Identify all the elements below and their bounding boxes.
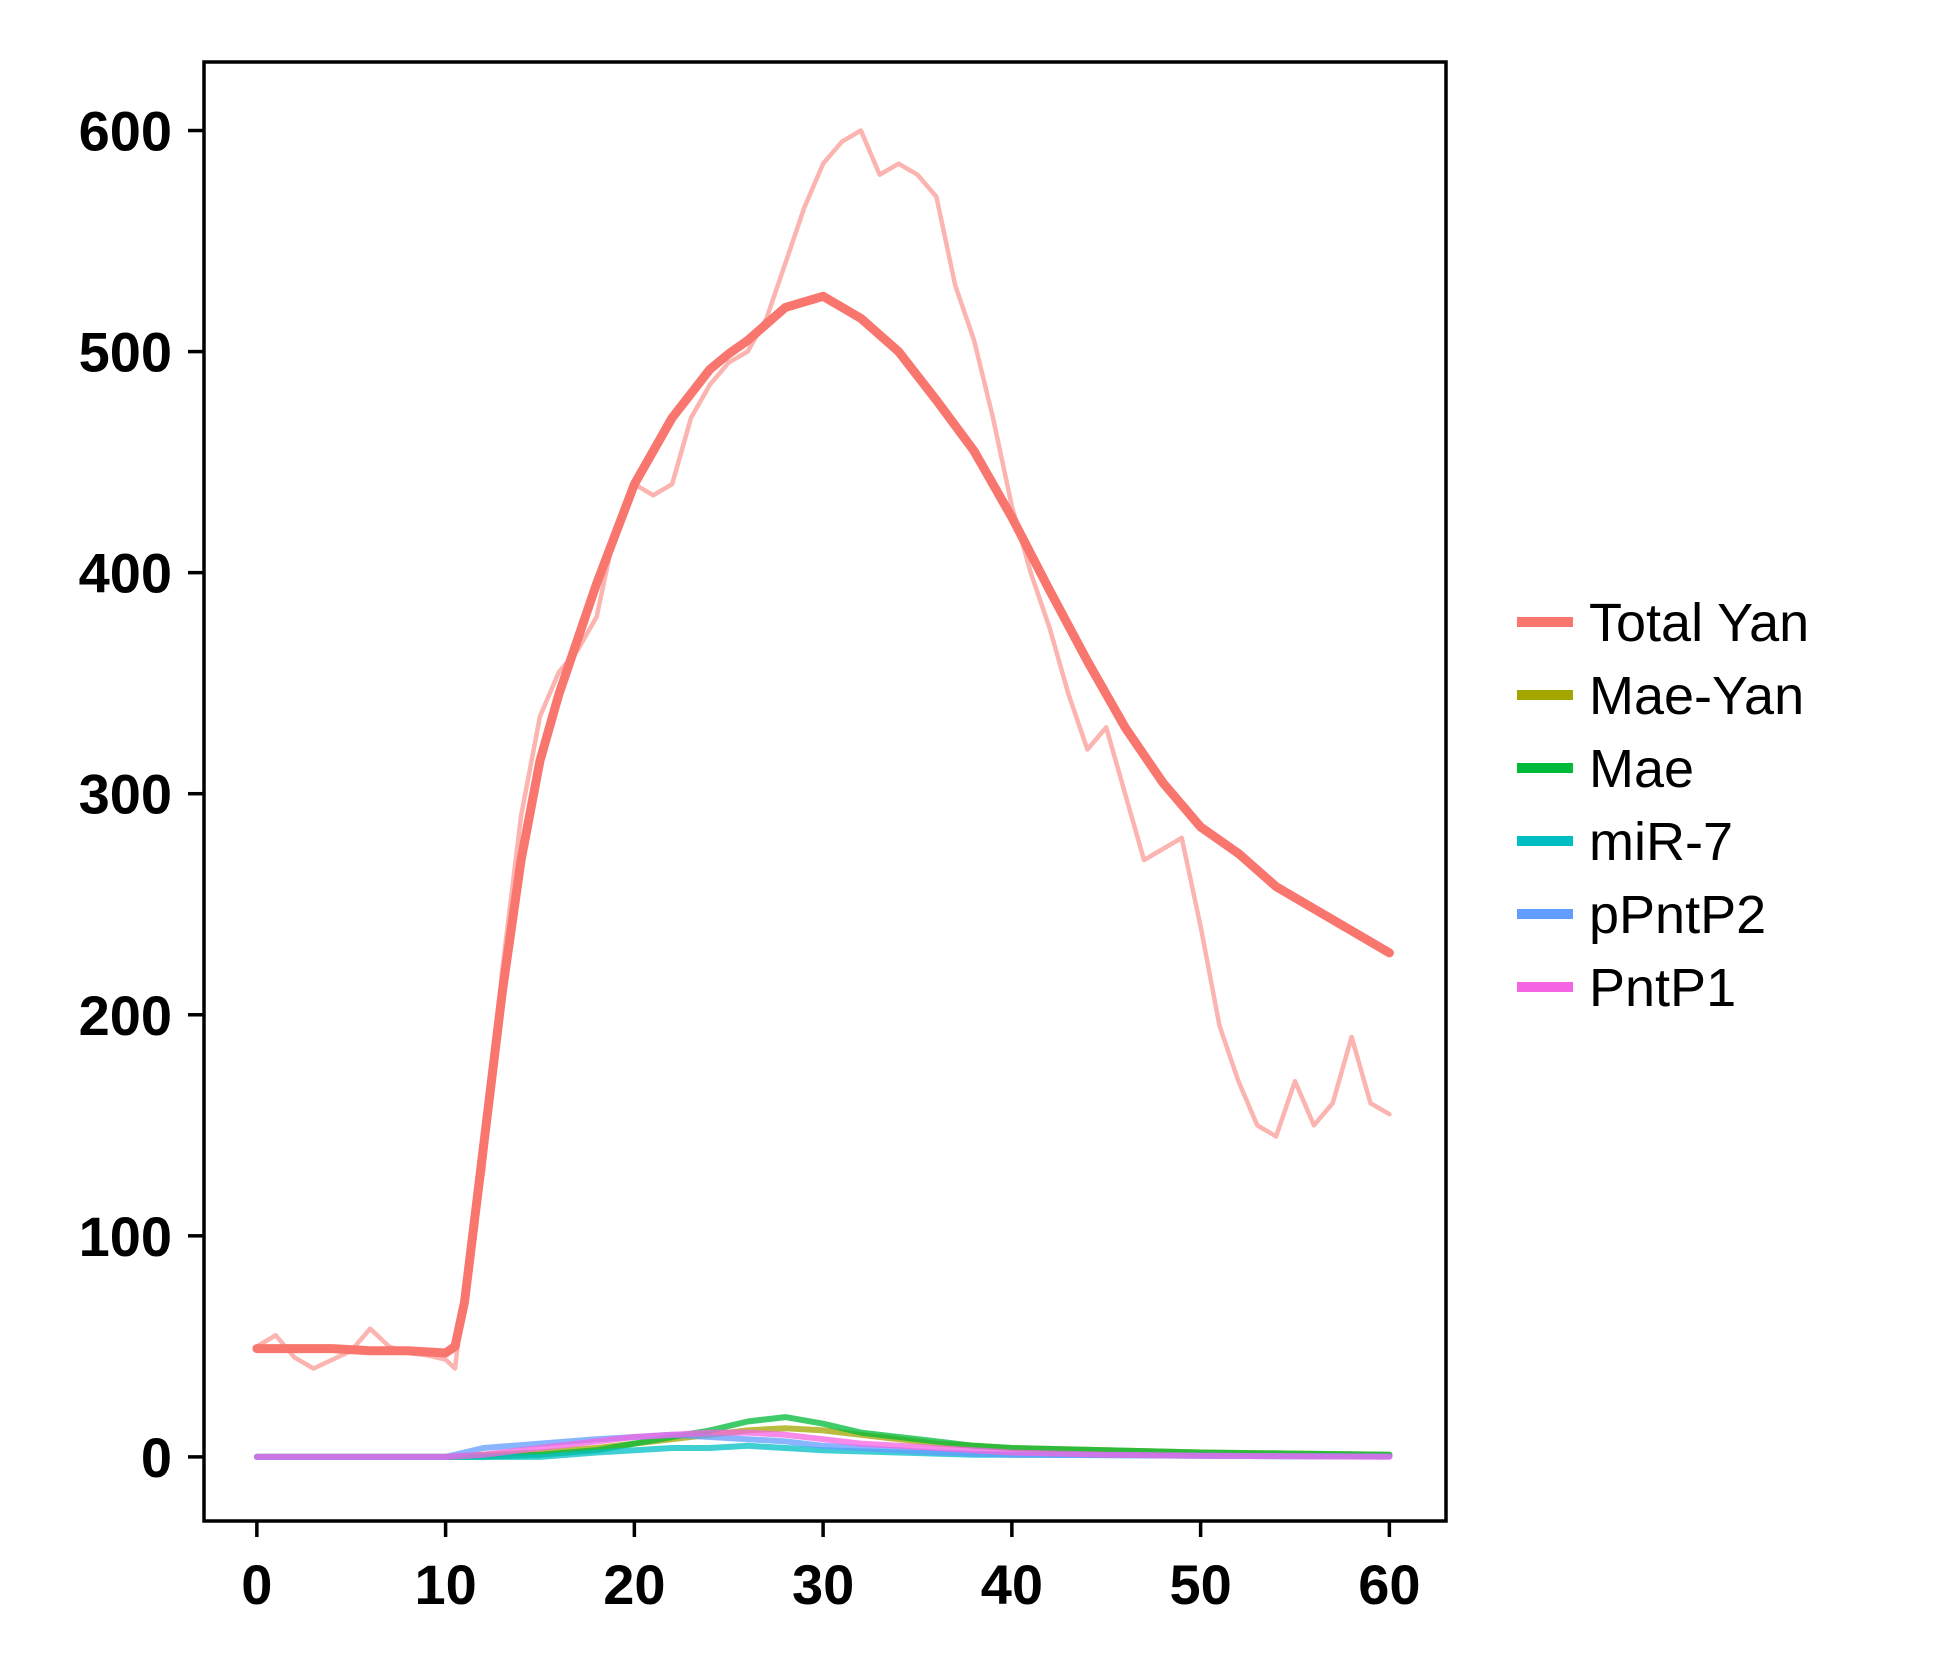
- x-tick-label: 60: [1358, 1553, 1420, 1616]
- legend-label-ppntp2: pPntP2: [1589, 885, 1766, 945]
- y-tick-label: 400: [79, 542, 172, 605]
- y-tick-label: 300: [79, 763, 172, 826]
- legend-label-mae-yan: Mae-Yan: [1589, 666, 1804, 726]
- x-tick-label: 20: [603, 1553, 665, 1616]
- series-line-total-yan-mean: [252, 291, 1394, 1358]
- y-tick-label: 100: [79, 1205, 172, 1268]
- series-line-total-yan-trajectory: [254, 128, 1392, 1371]
- legend-label-total-yan: Total Yan: [1589, 593, 1809, 653]
- x-tick-label: 30: [792, 1553, 854, 1616]
- series-layer: [252, 128, 1394, 1460]
- legend-label-mir-7: miR-7: [1589, 812, 1733, 872]
- y-tick-label: 500: [79, 321, 172, 384]
- y-tick-label: 200: [79, 984, 172, 1047]
- x-axis: 0 10 20 30 40 50 60: [241, 1521, 1421, 1616]
- series-line-pntp1: [253, 1429, 1393, 1460]
- x-tick-label: 0: [241, 1553, 272, 1616]
- legend: Total Yan Mae-Yan Mae miR-7 pPntP2 PntP1: [1517, 593, 1809, 1018]
- y-tick-label: 0: [141, 1426, 172, 1489]
- x-tick-label: 10: [414, 1553, 476, 1616]
- legend-label-mae: Mae: [1589, 739, 1694, 799]
- x-tick-label: 40: [981, 1553, 1043, 1616]
- legend-label-pntp1: PntP1: [1589, 958, 1736, 1018]
- x-tick-label: 50: [1169, 1553, 1231, 1616]
- y-axis: 0 100 200 300 400 500 600: [79, 100, 204, 1489]
- y-tick-label: 600: [79, 100, 172, 163]
- plot-frame: [202, 60, 1448, 1523]
